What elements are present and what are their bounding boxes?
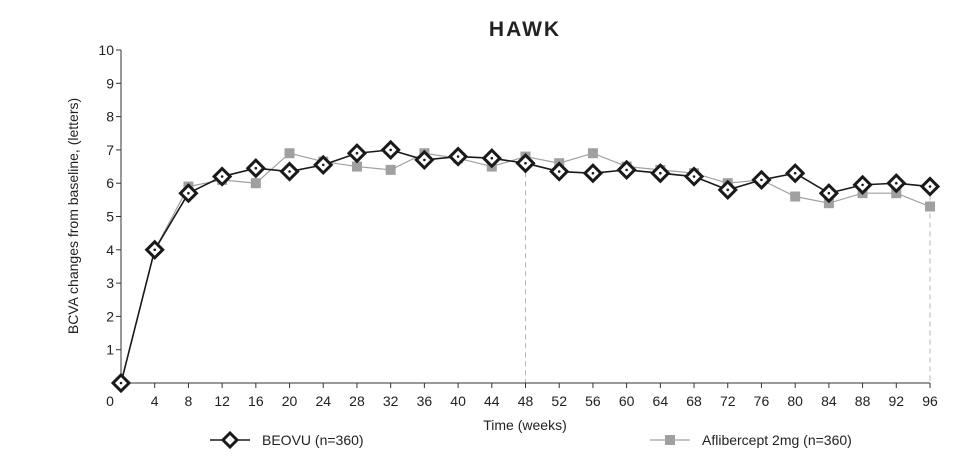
- data-point-center: [187, 191, 190, 195]
- y-tick-label: 4: [106, 242, 114, 258]
- data-point-center: [355, 151, 359, 155]
- data-point-center: [456, 155, 460, 158]
- x-tick-label: 44: [484, 393, 500, 409]
- x-tick-label: 8: [185, 393, 193, 409]
- series-beovu: [110, 139, 941, 394]
- legend-marker: [665, 435, 675, 445]
- x-tick-label: 16: [248, 393, 264, 409]
- data-point: [351, 161, 362, 172]
- x-tick-label: 92: [889, 393, 905, 409]
- data-point: [790, 191, 801, 202]
- legend-label: BEOVU (n=360): [262, 432, 364, 448]
- data-point-center: [288, 170, 291, 173]
- x-tick-label: 40: [450, 393, 466, 409]
- data-point: [385, 164, 396, 175]
- x-tick-label: 24: [315, 393, 331, 409]
- x-tick-label: 32: [383, 393, 399, 409]
- series-layer: [110, 139, 941, 394]
- series-line: [120, 152, 931, 384]
- data-point-center: [423, 158, 426, 162]
- data-point-center: [827, 191, 831, 195]
- x-tick-label: 52: [551, 393, 567, 409]
- data-point-center: [726, 188, 730, 192]
- x-tick-label: 88: [855, 393, 871, 409]
- x-tick-label: 72: [720, 393, 736, 409]
- legend-item-aflibercept: Aflibercept 2mg (n=360): [650, 432, 852, 448]
- x-tick-label: 48: [518, 393, 534, 409]
- x-tick-label: 12: [214, 393, 230, 409]
- data-point: [250, 178, 261, 189]
- y-ticks: 1 2 3 4 5 6 7 8 9 10: [98, 42, 121, 358]
- data-point-center: [861, 183, 864, 187]
- data-point-center: [321, 163, 325, 167]
- x-tick-label: 64: [653, 393, 669, 409]
- y-tick-label: 5: [106, 209, 114, 225]
- data-point-center: [153, 248, 157, 252]
- data-point-center: [760, 178, 763, 182]
- x-tick-label: 96: [922, 393, 938, 409]
- data-point: [587, 148, 598, 159]
- legend-marker: [220, 430, 240, 450]
- x-tick-label: 84: [821, 393, 837, 409]
- x-tick-label: 76: [754, 393, 770, 409]
- data-point-center: [928, 185, 932, 188]
- data-point-center: [659, 171, 662, 175]
- x-tick-label: 20: [282, 393, 298, 409]
- x-tick-label: 36: [417, 393, 433, 409]
- data-point-center: [625, 168, 628, 172]
- legend-item-beovu: BEOVU (n=360): [210, 430, 364, 450]
- axes: [120, 50, 930, 384]
- x-tick-label: 0: [106, 393, 114, 409]
- data-point: [925, 201, 935, 212]
- data-point-center: [591, 171, 595, 175]
- data-point-center: [692, 175, 696, 178]
- y-tick-label: 9: [106, 75, 114, 91]
- data-point-center: [220, 175, 224, 178]
- y-tick-label: 8: [106, 109, 114, 125]
- y-tick-label: 3: [106, 275, 114, 291]
- data-point-center: [524, 161, 527, 165]
- legend: BEOVU (n=360) Aflibercept 2mg (n=360): [210, 430, 852, 450]
- y-tick-label: 7: [106, 142, 114, 158]
- data-point-center: [389, 148, 392, 152]
- data-point-center: [894, 181, 898, 185]
- x-tick-label: 68: [686, 393, 702, 409]
- data-point-center: [254, 166, 258, 170]
- y-tick-label: 2: [106, 308, 114, 324]
- data-point-center: [557, 170, 561, 173]
- legend-label: Aflibercept 2mg (n=360): [702, 432, 852, 448]
- x-tick-label: 28: [349, 393, 365, 409]
- y-axis-label: BCVA changes from baseline, (letters): [65, 98, 81, 334]
- x-ticks: 0 4 8 12 16 20 24 28 32 36 40 44 48 52 56 60 64 68 72 76 80 8…: [106, 383, 938, 409]
- x-tick-label: 60: [619, 393, 635, 409]
- y-tick-label: 6: [106, 175, 114, 191]
- x-tick-label: 56: [585, 393, 601, 409]
- x-axis-label: Time (weeks): [483, 417, 567, 433]
- reference-lines: [525, 163, 931, 383]
- chart-title: HAWK: [489, 18, 561, 41]
- y-tick-label: 1: [106, 342, 114, 358]
- data-point-center: [490, 156, 494, 160]
- data-point-center: [793, 171, 797, 175]
- y-tick-label: 10: [98, 42, 114, 58]
- data-point-center: [119, 381, 123, 385]
- x-tick-label: 4: [151, 393, 159, 409]
- x-tick-label: 80: [787, 393, 803, 409]
- data-point: [284, 148, 295, 159]
